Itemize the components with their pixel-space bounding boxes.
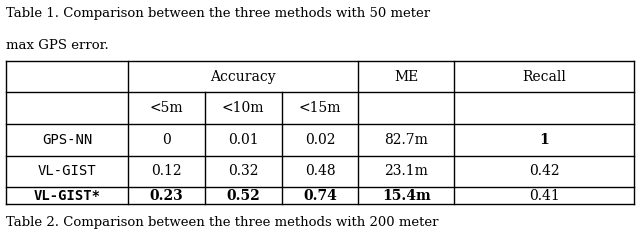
Text: 0.12: 0.12 (151, 164, 182, 178)
Text: Accuracy: Accuracy (211, 69, 276, 84)
Text: 15.4m: 15.4m (382, 189, 431, 203)
Text: VL-GIST*: VL-GIST* (34, 189, 100, 203)
Text: GPS-NN: GPS-NN (42, 133, 92, 147)
Text: 23.1m: 23.1m (385, 164, 428, 178)
Text: max GPS error.: max GPS error. (6, 39, 109, 52)
Text: 0.23: 0.23 (150, 189, 183, 203)
Text: 0.48: 0.48 (305, 164, 335, 178)
Text: <15m: <15m (299, 101, 341, 115)
Text: 0.01: 0.01 (228, 133, 259, 147)
Text: 1: 1 (539, 133, 549, 147)
Text: 0.52: 0.52 (227, 189, 260, 203)
Text: 0.02: 0.02 (305, 133, 335, 147)
Text: Table 2. Comparison between the three methods with 200 meter: Table 2. Comparison between the three me… (6, 216, 439, 229)
Text: <5m: <5m (150, 101, 183, 115)
Text: Table 1. Comparison between the three methods with 50 meter: Table 1. Comparison between the three me… (6, 7, 431, 20)
Text: ME: ME (394, 69, 419, 84)
Text: 0.41: 0.41 (529, 189, 559, 203)
Text: <10m: <10m (222, 101, 264, 115)
Text: 0.42: 0.42 (529, 164, 559, 178)
Text: Recall: Recall (522, 69, 566, 84)
Text: 0.74: 0.74 (303, 189, 337, 203)
Text: 0: 0 (162, 133, 171, 147)
Text: 82.7m: 82.7m (385, 133, 428, 147)
Text: 0.32: 0.32 (228, 164, 259, 178)
Text: VL-GIST: VL-GIST (38, 164, 97, 178)
